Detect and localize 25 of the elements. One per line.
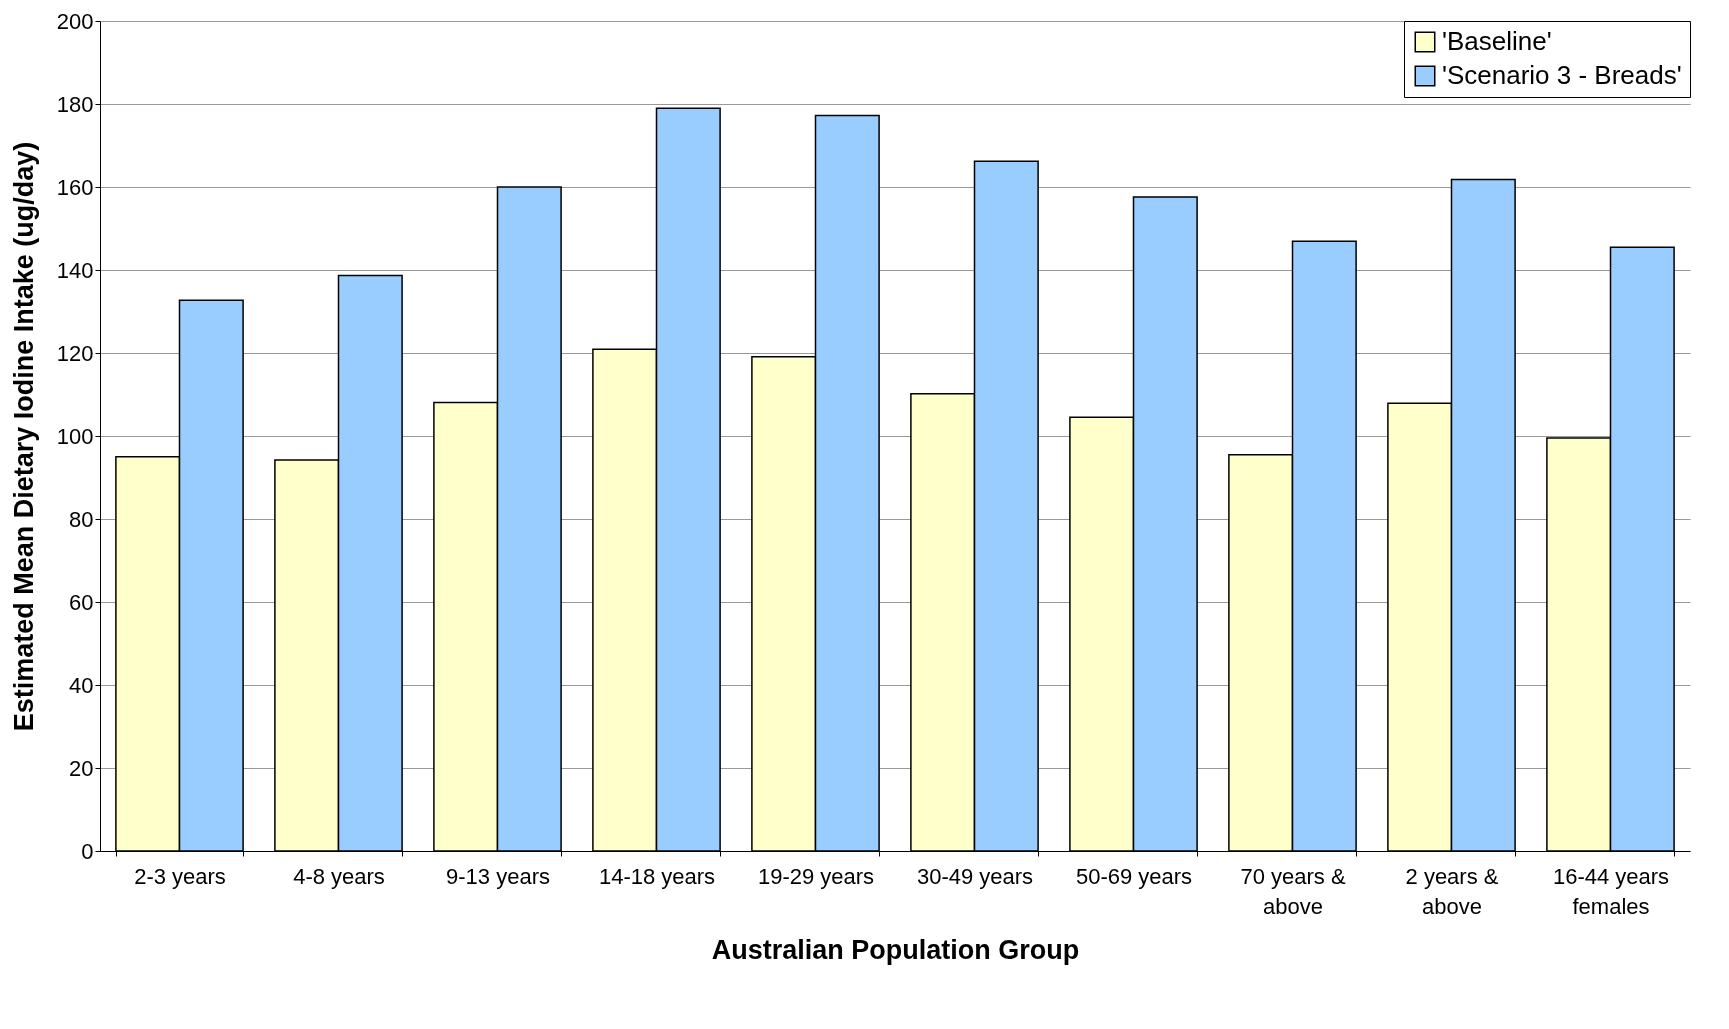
y-axis-title: Estimated Mean Dietary Iodine Intake (ug/day) — [8, 141, 39, 732]
x-tick-label: 9-13 years — [446, 863, 550, 889]
y-tick-label: 120 — [56, 340, 94, 366]
y-tick-label: 40 — [69, 672, 94, 698]
x-tick-label: 2 years & above — [1405, 863, 1499, 919]
y-tick-label: 200 — [56, 8, 94, 34]
y-tick-label: 160 — [56, 174, 94, 200]
y-tick-label: 80 — [69, 506, 94, 532]
x-tick-label: 50-69 years — [1075, 863, 1193, 889]
y-tick-label: 60 — [69, 589, 94, 615]
x-tick-label: 19-29 years — [757, 863, 875, 889]
legend-label: 'Scenario 3 - Breads' — [1442, 60, 1682, 90]
y-tick-label: 140 — [56, 257, 94, 283]
x-axis-title: Australian Population Group — [711, 934, 1080, 965]
legend-label: 'Baseline' — [1442, 26, 1552, 56]
y-tick-label: 20 — [69, 755, 94, 781]
y-tick-label: 180 — [56, 91, 94, 117]
x-tick-label: 70 years & above — [1240, 863, 1346, 919]
x-tick-label: 2-3 years — [134, 863, 226, 889]
y-tick-label: 0 — [81, 838, 94, 864]
x-tick-label: 30-49 years — [916, 863, 1034, 889]
x-tick-label: 16-44 years females — [1552, 863, 1670, 919]
x-tick-label: 14-18 years — [598, 863, 716, 889]
x-tick-label: 4-8 years — [293, 863, 385, 889]
y-tick-label: 100 — [56, 423, 94, 449]
